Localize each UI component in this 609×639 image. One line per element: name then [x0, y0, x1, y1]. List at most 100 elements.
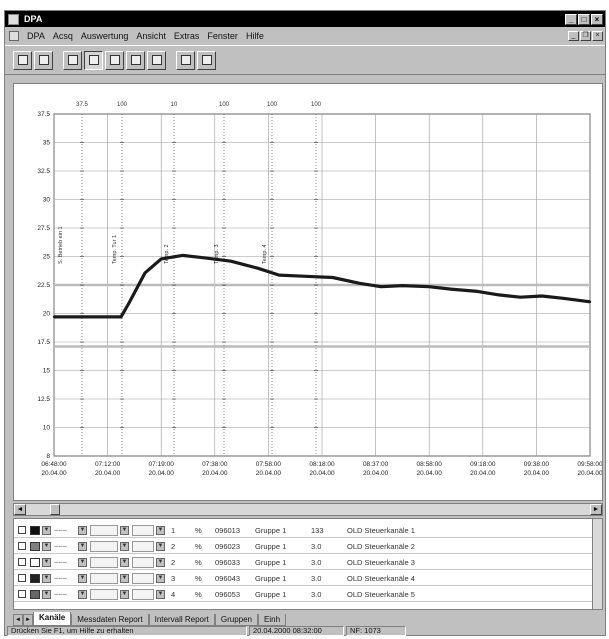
row-channel-id: 096053: [215, 590, 249, 599]
graph-button[interactable]: [84, 51, 103, 70]
scroll-left-icon[interactable]: ◄: [14, 504, 26, 515]
line-chart[interactable]: 06:48:00 20.04.00 07:12:00 20.04.00 07:19:00…: [14, 84, 602, 500]
x-tick-time: 06:48:00: [41, 461, 67, 468]
row-color-swatch[interactable]: [30, 542, 40, 551]
row-color-swatch[interactable]: [30, 574, 40, 583]
row-scale-max[interactable]: [132, 589, 154, 600]
menu-ansicht[interactable]: Ansicht: [136, 31, 166, 41]
row-color-swatch[interactable]: [30, 526, 40, 535]
color-dropdown-icon[interactable]: ▼: [42, 526, 51, 535]
row-scale-min[interactable]: [90, 525, 118, 536]
save-button[interactable]: [34, 51, 53, 70]
print-button[interactable]: [63, 51, 82, 70]
export-button[interactable]: [197, 51, 216, 70]
style-dropdown-icon[interactable]: ▼: [78, 574, 87, 583]
x-tick-date: 20.04.00: [256, 470, 282, 477]
horizontal-scrollbar[interactable]: ◄ ►: [13, 503, 603, 516]
row-visible-checkbox[interactable]: [18, 542, 26, 550]
max-dropdown-icon[interactable]: ▼: [156, 526, 165, 535]
series-point: [128, 302, 130, 304]
doc-close-icon[interactable]: ×: [592, 31, 603, 41]
app-icon[interactable]: [8, 14, 19, 25]
scale-dropdown-icon[interactable]: ▼: [120, 526, 129, 535]
max-dropdown-icon[interactable]: ▼: [156, 574, 165, 583]
row-scale-min[interactable]: [90, 557, 118, 568]
menu-fenster[interactable]: Fenster: [207, 31, 238, 41]
x-tick-time: 07:12:00: [95, 461, 121, 468]
zoom-button[interactable]: [147, 51, 166, 70]
scroll-thumb[interactable]: [50, 504, 60, 515]
row-group: Gruppe 1: [255, 590, 305, 599]
menu-hilfe[interactable]: Hilfe: [246, 31, 264, 41]
row-visible-checkbox[interactable]: [18, 590, 26, 598]
max-dropdown-icon[interactable]: ▼: [156, 590, 165, 599]
menu-acsq[interactable]: Acsq: [53, 31, 73, 41]
scroll-right-icon[interactable]: ►: [590, 504, 602, 515]
row-visible-checkbox[interactable]: [18, 558, 26, 566]
table-row[interactable]: ▼ ~~~ ▼ ▼ ▼ 2% 096033 Gruppe 1 3.0 OLD Steuerkanä…: [14, 555, 594, 570]
table-row[interactable]: ▼ ~~~ ▼ ▼ ▼ 4% 096053 Gruppe 1 3.0 OLD Steuerkanä…: [14, 587, 594, 602]
row-scale-min[interactable]: [90, 573, 118, 584]
row-scale-max[interactable]: [132, 525, 154, 536]
top-scale-label: 37.5: [76, 102, 88, 108]
x-tick-time: 07:19:00: [149, 461, 175, 468]
menu-extras[interactable]: Extras: [174, 31, 200, 41]
marker-icon: [131, 55, 141, 65]
row-visible-checkbox[interactable]: [18, 574, 26, 582]
grid-vertical-scrollbar[interactable]: [592, 519, 602, 610]
row-channel-id: 096043: [215, 574, 249, 583]
cursor-button[interactable]: [176, 51, 195, 70]
row-scale-min[interactable]: [90, 589, 118, 600]
y-tick-label: 20: [43, 311, 51, 318]
color-dropdown-icon[interactable]: ▼: [42, 574, 51, 583]
open-button[interactable]: [13, 51, 32, 70]
doc-restore-icon[interactable]: ❐: [580, 31, 591, 41]
table-row[interactable]: ▼ ~~~ ▼ ▼ ▼ 1% 096013 Gruppe 1 133 OLD Steuerkanä…: [14, 523, 594, 538]
table-button[interactable]: [105, 51, 124, 70]
app-window: DPA _ □ × DPA Acsq Auswertung Ansicht Ex…: [4, 10, 606, 636]
print-icon: [68, 55, 78, 65]
tab-kanaele[interactable]: Kanäle: [33, 612, 71, 626]
max-dropdown-icon[interactable]: ▼: [156, 558, 165, 567]
color-dropdown-icon[interactable]: ▼: [42, 558, 51, 567]
close-icon[interactable]: ×: [591, 14, 603, 25]
row-color-swatch[interactable]: [30, 590, 40, 599]
maximize-icon[interactable]: □: [578, 14, 590, 25]
axis-label: Temp. 2: [164, 244, 170, 264]
doc-minimize-icon[interactable]: _: [568, 31, 579, 41]
series-point: [256, 267, 258, 269]
scale-dropdown-icon[interactable]: ▼: [120, 558, 129, 567]
row-scale-min[interactable]: [90, 541, 118, 552]
max-dropdown-icon[interactable]: ▼: [156, 542, 165, 551]
open-icon: [18, 55, 28, 65]
row-scale-max[interactable]: [132, 557, 154, 568]
color-dropdown-icon[interactable]: ▼: [42, 542, 51, 551]
plot-area[interactable]: 06:48:00 20.04.00 07:12:00 20.04.00 07:19:00…: [13, 83, 603, 501]
table-row[interactable]: ▼ ~~~ ▼ ▼ ▼ 3% 096043 Gruppe 1 3.0 OLD Steuerkanä…: [14, 571, 594, 586]
row-visible-checkbox[interactable]: [18, 526, 26, 534]
row-scale-max[interactable]: [132, 573, 154, 584]
series-point: [305, 275, 307, 277]
style-dropdown-icon[interactable]: ▼: [78, 590, 87, 599]
color-dropdown-icon[interactable]: ▼: [42, 590, 51, 599]
y-tick-label: 8: [46, 453, 50, 460]
scale-dropdown-icon[interactable]: ▼: [120, 574, 129, 583]
minimize-icon[interactable]: _: [565, 14, 577, 25]
menu-auswertung[interactable]: Auswertung: [81, 31, 129, 41]
scale-dropdown-icon[interactable]: ▼: [120, 590, 129, 599]
style-dropdown-icon[interactable]: ▼: [78, 558, 87, 567]
row-scale-max[interactable]: [132, 541, 154, 552]
marker-button[interactable]: [126, 51, 145, 70]
menu-dpa[interactable]: DPA: [27, 31, 45, 41]
row-description: OLD Steuerkanäle 2: [347, 542, 415, 551]
table-row[interactable]: ▼ ~~~ ▼ ▼ ▼ 2% 096023 Gruppe 1 3.0 OLD Steuerkanä…: [14, 539, 594, 554]
document-icon[interactable]: [9, 31, 19, 41]
tab-strip: ◄ ► Kanäle Messdaten Report Intervall Re…: [13, 612, 603, 626]
style-dropdown-icon[interactable]: ▼: [78, 526, 87, 535]
y-tick-label: 10: [43, 425, 51, 432]
scale-dropdown-icon[interactable]: ▼: [120, 542, 129, 551]
series-point: [120, 316, 122, 318]
row-color-swatch[interactable]: [30, 558, 40, 567]
series-point: [203, 257, 205, 259]
style-dropdown-icon[interactable]: ▼: [78, 542, 87, 551]
